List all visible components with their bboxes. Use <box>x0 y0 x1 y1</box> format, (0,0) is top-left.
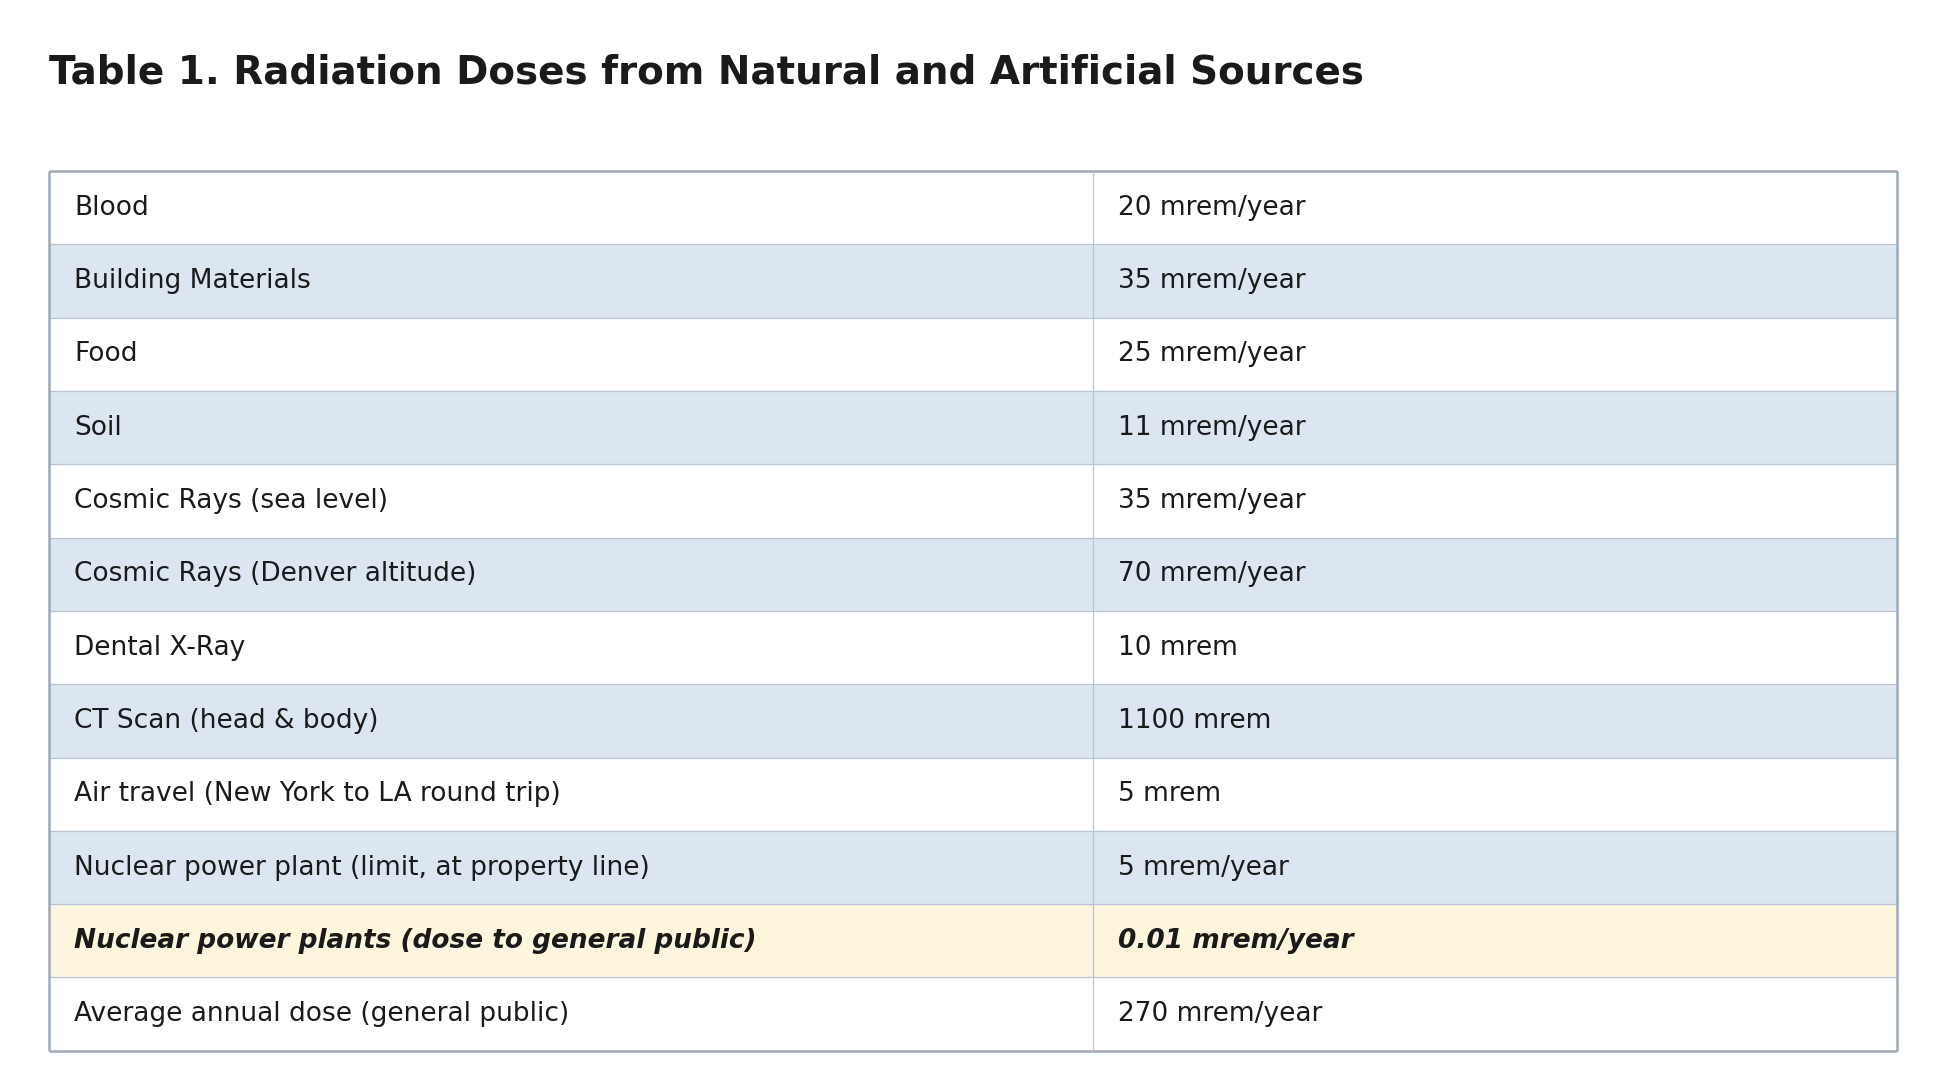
Text: 1100 mrem: 1100 mrem <box>1119 708 1273 734</box>
Bar <box>1094 758 1897 830</box>
Bar <box>49 464 1094 537</box>
Text: Cosmic Rays (sea level): Cosmic Rays (sea level) <box>74 488 387 514</box>
Bar <box>49 538 1094 611</box>
Bar <box>49 245 1094 318</box>
Text: 35 mrem/year: 35 mrem/year <box>1119 488 1306 514</box>
Bar <box>49 758 1094 830</box>
Text: 5 mrem: 5 mrem <box>1119 781 1222 807</box>
Text: Nuclear power plant (limit, at property line): Nuclear power plant (limit, at property … <box>74 855 650 881</box>
Text: Soil: Soil <box>74 415 123 441</box>
Text: 0.01 mrem/year: 0.01 mrem/year <box>1119 928 1354 953</box>
Bar <box>1094 464 1897 537</box>
Bar <box>1094 611 1897 685</box>
Bar <box>1094 245 1897 318</box>
Text: 25 mrem/year: 25 mrem/year <box>1119 341 1306 367</box>
Text: 10 mrem: 10 mrem <box>1119 635 1238 660</box>
Bar <box>49 685 1094 758</box>
Text: Table 1. Radiation Doses from Natural and Artificial Sources: Table 1. Radiation Doses from Natural an… <box>49 54 1364 92</box>
Text: 20 mrem/year: 20 mrem/year <box>1119 195 1306 220</box>
Text: Blood: Blood <box>74 195 148 220</box>
Bar <box>1094 904 1897 978</box>
Text: CT Scan (head & body): CT Scan (head & body) <box>74 708 378 734</box>
Bar <box>1094 318 1897 392</box>
Bar <box>49 171 1094 244</box>
Text: 35 mrem/year: 35 mrem/year <box>1119 269 1306 294</box>
Bar <box>49 318 1094 392</box>
Bar <box>49 391 1094 464</box>
Text: Building Materials: Building Materials <box>74 269 311 294</box>
Bar <box>1094 978 1897 1051</box>
Text: 5 mrem/year: 5 mrem/year <box>1119 855 1290 881</box>
Text: Nuclear power plants (dose to general public): Nuclear power plants (dose to general pu… <box>74 928 757 953</box>
Bar <box>1094 830 1897 904</box>
Bar <box>1094 685 1897 758</box>
Bar <box>49 611 1094 685</box>
Bar <box>1094 538 1897 611</box>
Bar <box>49 978 1094 1051</box>
Bar <box>49 830 1094 904</box>
Text: Air travel (New York to LA round trip): Air travel (New York to LA round trip) <box>74 781 560 807</box>
Text: Average annual dose (general public): Average annual dose (general public) <box>74 1002 568 1027</box>
Text: Food: Food <box>74 341 138 367</box>
Bar <box>1094 171 1897 244</box>
Text: Dental X-Ray: Dental X-Ray <box>74 635 245 660</box>
Text: 11 mrem/year: 11 mrem/year <box>1119 415 1306 441</box>
Text: 70 mrem/year: 70 mrem/year <box>1119 562 1306 587</box>
Text: 270 mrem/year: 270 mrem/year <box>1119 1002 1323 1027</box>
Bar <box>49 904 1094 978</box>
Bar <box>1094 391 1897 464</box>
Text: Cosmic Rays (Denver altitude): Cosmic Rays (Denver altitude) <box>74 562 477 587</box>
